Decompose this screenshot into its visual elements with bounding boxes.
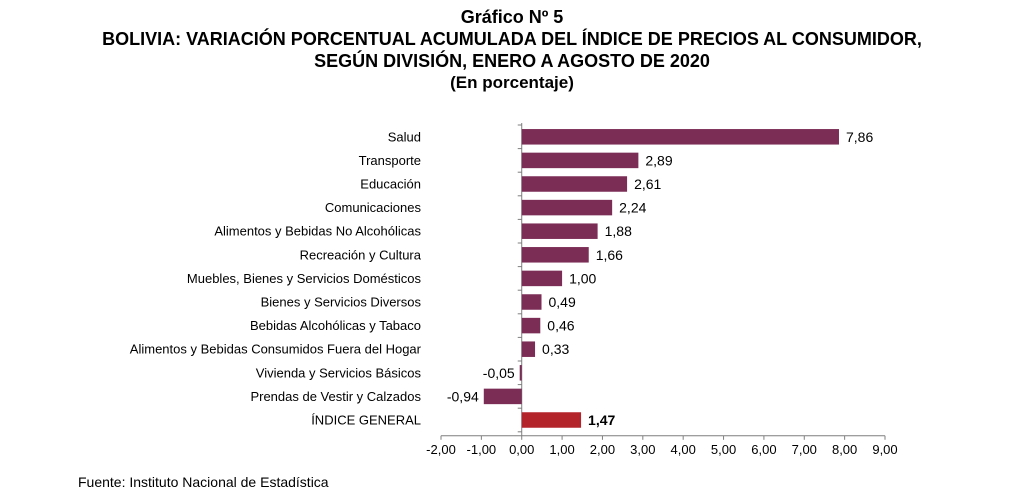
category-label: Transporte [359,153,421,168]
category-label: Recreación y Cultura [300,247,422,262]
data-label: 2,24 [619,200,646,216]
category-label: Vivienda y Servicios Básicos [256,365,422,380]
x-tick-label: 4,00 [671,442,696,457]
bar [521,412,582,428]
x-tick-label: -1,00 [467,442,497,457]
chart-title: BOLIVIA: VARIACIÓN PORCENTUAL ACUMULADA … [102,29,922,49]
category-label: ÍNDICE GENERAL [311,413,421,428]
bar [521,317,541,334]
data-label: 2,89 [645,152,672,168]
bar [521,152,639,169]
category-label: Bebidas Alcohólicas y Tabaco [250,318,421,333]
category-label: Educación [360,177,421,192]
data-label: 0,49 [549,294,576,310]
x-tick-label: 2,00 [590,442,615,457]
bar-chart: -2,00 -1,00 0,00 1,00 2,00 3,00 4,00 5,00 6,00 7,… [130,123,898,457]
chart-title-line2: SEGÚN DIVISIÓN, ENERO A AGOSTO DE 2020 [314,51,710,71]
bar [521,129,839,145]
bar [483,388,522,405]
category-label: Muebles, Bienes y Servicios Domésticos [187,271,422,286]
x-tick-label: -2,00 [426,442,456,457]
data-label: 0,33 [542,341,569,357]
x-tick-label: 6,00 [751,442,776,457]
category-label: Alimentos y Bebidas No Alcohólicas [214,224,421,239]
bar [521,199,613,216]
category-label: Comunicaciones [325,200,422,215]
data-label: -0,94 [447,388,479,404]
chart-unit: (En porcentaje) [450,73,574,92]
x-tick-label: 5,00 [711,442,736,457]
chart-number: Gráfico Nº 5 [460,7,564,27]
bar [521,223,598,239]
x-tick-label: 3,00 [630,442,655,457]
category-label: Alimentos y Bebidas Consumidos Fuera del… [130,342,422,357]
source-note: Fuente: Instituto Nacional de Estadístic… [78,474,329,490]
data-label: 7,86 [846,129,873,145]
bar [521,247,589,263]
x-tick-label: 9,00 [872,442,897,457]
data-label: -0,05 [483,365,515,381]
bar [521,294,542,310]
data-label: 1,66 [596,247,623,263]
data-label: 0,46 [547,318,574,334]
x-tick-label: 8,00 [832,442,857,457]
category-label: Prendas de Vestir y Calzados [250,389,421,404]
category-label: Bienes y Servicios Diversos [261,295,422,310]
category-label: Salud [388,129,421,144]
data-label: 1,00 [569,270,596,286]
x-tick-label: 7,00 [792,442,817,457]
data-label: 2,61 [634,176,661,192]
chart-title-block: Gráfico Nº 5 BOLIVIA: VARIACIÓN PORCENTU… [0,6,1024,94]
x-tick-label: 0,00 [509,442,534,457]
bar [521,270,563,287]
bar [519,365,522,381]
data-label: 1,47 [588,412,615,428]
data-label: 1,88 [605,223,632,239]
bar [521,341,536,357]
bar [521,176,628,192]
x-tick-label: 1,00 [549,442,574,457]
